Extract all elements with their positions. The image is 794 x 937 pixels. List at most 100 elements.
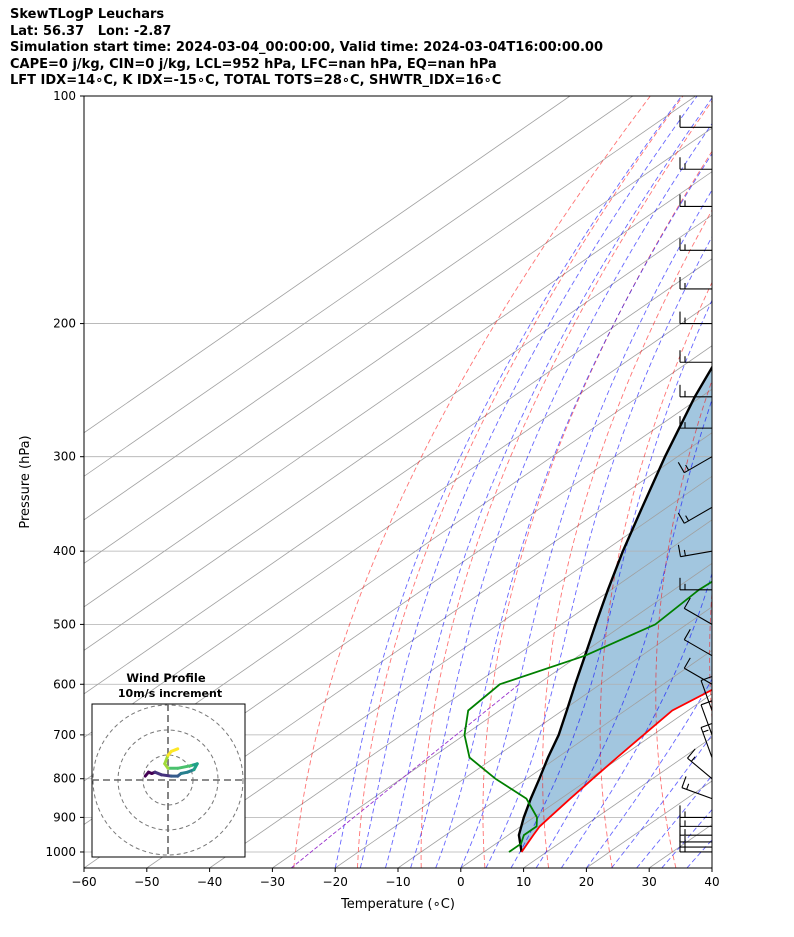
chart-title-block: SkewTLogP Leuchars Lat: 56.37 Lon: -2.87 S… [10,7,603,90]
isotherm [84,258,712,695]
x-tick-label: 20 [579,875,594,889]
wind-barb [679,350,712,363]
wind-barb-staff [700,704,713,736]
wind-barb [679,238,712,251]
x-axis-label: Temperature (∘C) [340,897,455,912]
wind-barb [700,722,713,758]
title-line: Simulation start time: 2024-03-04_00:00:… [10,40,603,55]
wind-barb-half-flag [683,549,686,556]
title-line: SkewTLogP Leuchars [10,7,165,22]
x-tick-label: 30 [642,875,657,889]
wind-barb [679,194,712,208]
isotherm [460,693,712,868]
wind-barb-half-flag [690,756,696,762]
y-tick-label: 400 [53,544,76,558]
y-tick-label: 100 [53,89,76,103]
moist-adiabat [560,572,712,868]
moist-adiabat [460,189,712,868]
x-tick-label: 10 [516,875,531,889]
wind-barb-flag [677,512,685,524]
isotherm [84,96,696,521]
wind-barb-staff [700,680,713,711]
title-line: CAPE=0 j/kg, CIN=0 j/kg, LCL=952 hPa, LF… [10,56,497,72]
isotherm [711,867,712,868]
wind-barb [679,311,712,325]
wind-barb-flag [700,722,713,728]
wind-barb [679,276,712,290]
wind-barb [679,384,712,398]
y-tick-label: 800 [53,772,76,786]
temperature-line [520,688,712,853]
hodograph-segment [169,747,180,753]
wind-barb-half-flag [686,783,690,790]
x-tick-label: −10 [385,875,410,889]
x-tick-label: −60 [71,875,96,889]
hodograph-subtitle: 10m/s increment [118,687,222,700]
y-tick-label: 200 [53,317,76,331]
moist-adiabat [611,734,712,868]
moist-adiabat [334,96,682,868]
wind-barb [679,416,712,429]
wind-barb [679,157,712,170]
isotherm [146,475,712,868]
dry-adiabat [482,150,712,868]
y-tick-label: 700 [53,728,76,742]
wind-barb [683,597,713,625]
wind-barb [683,629,713,657]
wind-barb-staff [684,607,713,625]
moist-adiabat [586,678,712,868]
y-tick-label: 300 [53,450,76,464]
moist-adiabat [359,96,698,868]
y-tick-label: 500 [53,617,76,631]
wind-barb [679,577,712,591]
dry-adiabat [709,587,712,723]
wind-barb-flag [700,700,713,706]
hodograph-plot [92,704,245,857]
x-tick-label: 0 [457,875,465,889]
isotherm [84,432,712,868]
dry-adiabat [599,281,712,868]
isotherm [397,649,712,868]
moist-adiabat [435,152,712,868]
isotherm [84,96,634,477]
y-tick-label: 1000 [45,845,76,859]
isotherm [84,214,712,651]
isotherm [272,562,712,868]
wind-barb [683,657,713,685]
y-tick-label: 900 [53,810,76,824]
wind-barb [700,700,713,736]
hodograph-segment [160,773,173,778]
wind-barb [677,456,713,474]
wind-barb-flag [677,462,685,473]
moist-adiabat [737,96,794,868]
title-line: LFT IDX=14∘C, K IDX=-15∘C, TOTAL TOTS=28… [10,73,502,88]
wind-barb-half-flag [685,515,690,522]
isotherm [84,171,712,608]
wind-barb-flag [687,748,696,759]
wind-barb-half-flag [702,729,709,733]
wind-barb-flag [677,544,682,557]
wind-barb [687,748,713,780]
moist-adiabat [384,97,712,868]
x-tick-label: 40 [704,875,719,889]
hodograph-segment [176,764,193,770]
wind-barb-staff [684,456,713,474]
mixing-ratio-line [290,683,520,868]
dewpoint-line [463,580,712,853]
isotherm [209,519,712,868]
wind-barb-staff [684,639,713,657]
wind-barb [681,776,713,800]
isotherm [84,301,712,738]
wind-barb-staff [684,506,713,524]
wind-barb-flag [700,675,713,681]
wind-barb-staff [684,667,713,685]
cin-cape-area [518,367,712,852]
x-tick-label: −30 [260,875,285,889]
dry-adiabat [293,96,651,868]
dry-adiabat [762,96,794,868]
wind-barb [677,506,713,524]
x-tick-label: −50 [134,875,159,889]
isotherm [84,127,712,564]
wind-barb-flag [683,629,691,640]
